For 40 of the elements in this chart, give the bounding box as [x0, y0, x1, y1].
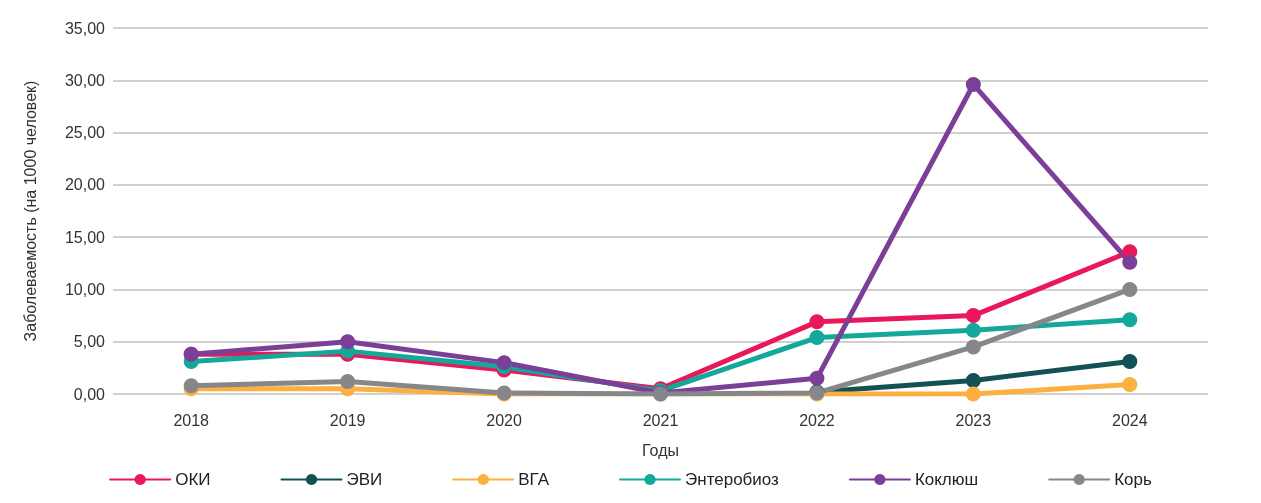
x-axis-title: Годы: [642, 441, 679, 459]
legend-label: Энтеробиоз: [685, 470, 780, 489]
y-tick-label: 20,00: [64, 176, 106, 194]
point: [965, 76, 981, 92]
y-tick-label: 15,00: [64, 228, 106, 246]
point: [965, 386, 981, 402]
y-tick-label: 5,00: [73, 333, 106, 351]
point: [965, 372, 981, 388]
y-tick-label: 0,00: [73, 385, 106, 403]
point: [965, 322, 981, 338]
point: [965, 339, 981, 355]
legend-label: ОКИ: [175, 470, 211, 489]
point: [340, 373, 356, 389]
point: [1122, 377, 1138, 393]
point: [340, 334, 356, 350]
x-tick-label: 2019: [329, 411, 366, 429]
point: [965, 308, 981, 324]
x-tick-label: 2021: [642, 411, 679, 429]
y-axis-title: Заболеваемость (на 1000 человек): [21, 80, 39, 342]
point: [1122, 312, 1138, 328]
point: [1122, 354, 1138, 370]
y-tick-label: 10,00: [64, 280, 106, 298]
x-tick-label: 2023: [955, 411, 992, 429]
y-tick-label: 35,00: [64, 19, 106, 37]
x-tick-label: 2020: [486, 411, 522, 429]
point: [809, 330, 825, 346]
legend-label: Коклюш: [914, 470, 979, 489]
point: [496, 355, 512, 371]
x-tick-label: 2018: [173, 411, 210, 429]
x-tick-label: 2024: [1111, 411, 1148, 429]
point: [1122, 254, 1138, 270]
y-tick-label: 25,00: [64, 124, 106, 142]
point: [1122, 281, 1138, 297]
y-tick-label: 30,00: [64, 71, 106, 89]
point: [809, 314, 825, 330]
legend-label: ВГА: [518, 470, 550, 489]
legend-label: ЭВИ: [346, 470, 383, 489]
x-tick-label: 2022: [799, 411, 835, 429]
legend-label: Корь: [1114, 470, 1152, 489]
point: [809, 370, 825, 386]
